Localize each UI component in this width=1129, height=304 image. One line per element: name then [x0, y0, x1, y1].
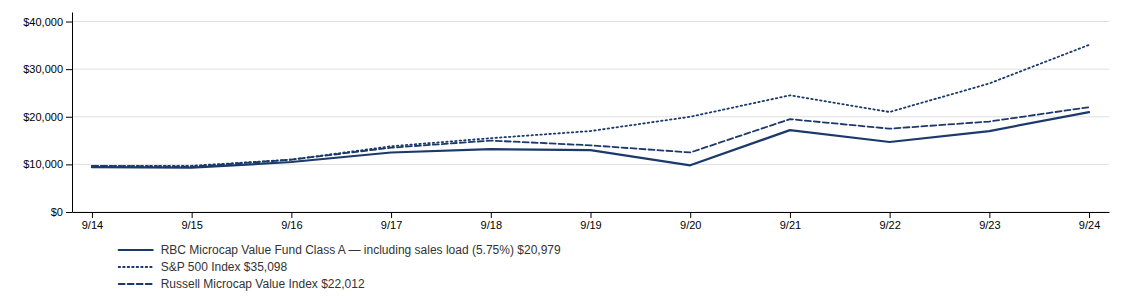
y-tick: $40,000	[23, 16, 72, 28]
x-tick-mark	[989, 212, 990, 218]
y-tick-label: $10,000	[23, 158, 63, 170]
x-tick-label: 9/14	[82, 219, 103, 231]
y-tick-label: $20,000	[23, 111, 63, 123]
grid	[72, 22, 1109, 212]
legend-item: S&P 500 Index $35,098	[119, 260, 288, 274]
x-tick-mark	[790, 212, 791, 218]
x-tick-mark	[391, 212, 392, 218]
x-tick-mark	[491, 212, 492, 218]
y-tick-label: $40,000	[23, 16, 63, 28]
x-tick-mark	[890, 212, 891, 218]
x-tick-label: 9/24	[1079, 219, 1100, 231]
series-line	[92, 112, 1089, 168]
x-tick: 9/21	[780, 212, 801, 231]
y-tick-label: $30,000	[23, 63, 63, 75]
x-tick: 9/19	[580, 212, 601, 231]
legend-item: RBC Microcap Value Fund Class A — includ…	[119, 243, 561, 257]
grid-line	[72, 116, 1109, 117]
legend-swatch	[119, 266, 153, 268]
x-tick-label: 9/15	[181, 219, 202, 231]
series-line	[92, 107, 1089, 167]
x-tick-label: 9/23	[979, 219, 1000, 231]
y-tick-label: $0	[51, 206, 63, 218]
x-tick: 9/16	[281, 212, 302, 231]
x-tick: 9/22	[879, 212, 900, 231]
x-tick-mark	[591, 212, 592, 218]
x-tick-label: 9/20	[680, 219, 701, 231]
x-tick: 9/15	[181, 212, 202, 231]
x-tick-mark	[291, 212, 292, 218]
legend-swatch	[119, 249, 153, 251]
x-tick-mark	[690, 212, 691, 218]
y-tick-mark	[66, 212, 72, 213]
x-tick: 9/17	[381, 212, 402, 231]
x-tick-mark	[1089, 212, 1090, 218]
x-tick-label: 9/16	[281, 219, 302, 231]
legend-swatch	[119, 283, 153, 285]
x-tick-label: 9/19	[580, 219, 601, 231]
y-tick: $20,000	[23, 111, 72, 123]
x-axis: 9/14 9/15 9/16 9/17 9/18 9/19 9/20 9/21 9/22 9/23…	[73, 212, 1110, 231]
legend-item: Russell Microcap Value Index $22,012	[119, 277, 365, 291]
x-tick-label: 9/17	[381, 219, 402, 231]
x-tick-label: 9/22	[879, 219, 900, 231]
series-line	[92, 45, 1089, 166]
x-tick: 9/14	[82, 212, 103, 231]
x-tick: 9/18	[481, 212, 502, 231]
legend-label: RBC Microcap Value Fund Class A — includ…	[161, 243, 561, 257]
lines	[92, 45, 1089, 168]
legend-label: S&P 500 Index $35,098	[161, 260, 288, 274]
x-tick: 9/24	[1079, 212, 1100, 231]
plot: $0$10,000$20,000$30,000$40,0009/149/159/…	[23, 13, 1109, 231]
x-tick-label: 9/18	[481, 219, 502, 231]
grid-line	[72, 21, 1109, 22]
y-tick: $10,000	[23, 158, 72, 170]
y-tick-mark	[66, 22, 72, 23]
x-tick-mark	[92, 212, 93, 218]
y-axis: $0 $10,000 $20,000 $30,000 $40,000	[23, 13, 72, 219]
legend: RBC Microcap Value Fund Class A — includ…	[119, 243, 561, 291]
x-tick: 9/23	[979, 212, 1000, 231]
x-tick: 9/20	[680, 212, 701, 231]
y-tick: $30,000	[23, 63, 72, 75]
x-tick-mark	[192, 212, 193, 218]
x-tick-label: 9/21	[780, 219, 801, 231]
grid-line	[72, 69, 1109, 70]
y-axis-line	[72, 13, 73, 213]
chart: $0$10,000$20,000$30,000$40,0009/149/159/…	[0, 0, 1129, 304]
y-tick: $0	[51, 206, 72, 218]
y-tick-mark	[66, 164, 72, 165]
y-tick-mark	[66, 69, 72, 70]
legend-label: Russell Microcap Value Index $22,012	[161, 277, 365, 291]
y-tick-mark	[66, 117, 72, 118]
